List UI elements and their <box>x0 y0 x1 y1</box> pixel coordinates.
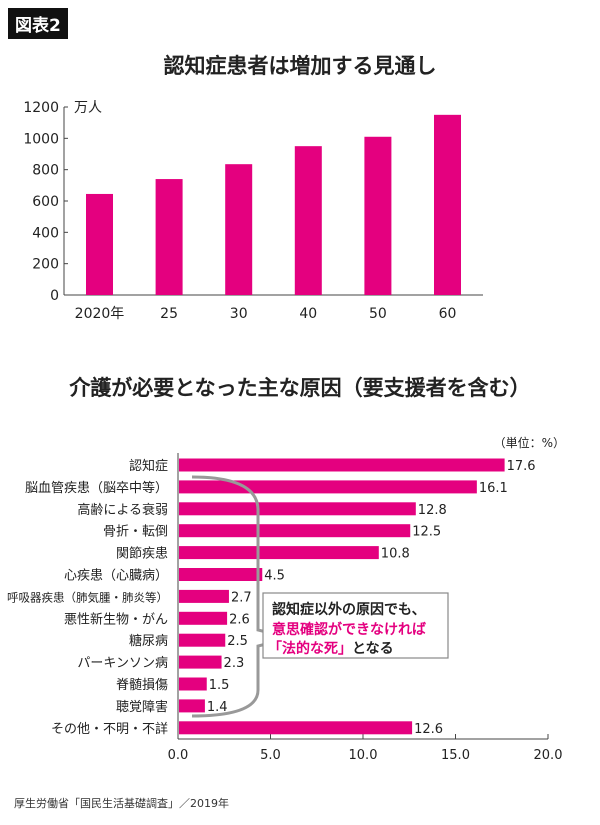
category-label: 認知症 <box>129 458 168 474</box>
bar-4 <box>179 546 379 560</box>
value-label: 12.5 <box>412 525 441 540</box>
category-label: 骨折・転倒 <box>103 525 168 540</box>
bar-6 <box>179 589 229 603</box>
x-tick-label: 0.0 <box>168 748 189 763</box>
value-label: 2.5 <box>227 634 248 649</box>
y-tick-label: 0 <box>50 288 59 304</box>
callout-line2: 意思確認ができなければ <box>272 621 426 638</box>
bar-9 <box>179 655 222 669</box>
y-tick-label: 400 <box>32 225 59 241</box>
value-label: 2.3 <box>224 656 245 671</box>
x-tick-label: 5.0 <box>260 748 281 763</box>
value-label: 10.8 <box>381 547 410 562</box>
bar-5 <box>179 568 263 581</box>
value-label: 4.5 <box>264 569 285 584</box>
category-label: 悪性新生物・がん <box>64 611 168 627</box>
category-label: その他・不明・不詳 <box>51 721 168 737</box>
y-tick-label: 800 <box>32 163 59 179</box>
bar-10 <box>179 677 207 691</box>
bar-8 <box>179 633 226 647</box>
y-tick-label: 600 <box>32 194 59 210</box>
y-tick-label: 1000 <box>23 131 59 147</box>
category-label: 糖尿病 <box>129 633 168 649</box>
chart1-title: 認知症患者は増加する見通し <box>163 54 437 78</box>
bar-2020年 <box>86 193 113 295</box>
bar-7 <box>179 611 228 625</box>
value-label: 1.5 <box>209 678 230 693</box>
bar-0 <box>179 458 505 472</box>
x-tick-label: 30 <box>230 306 248 322</box>
category-label: パーキンソン病 <box>77 656 168 671</box>
bar-3 <box>179 524 411 538</box>
callout-line3: 「法的な死」となる <box>268 640 394 657</box>
y-unit-label: 万人 <box>74 100 102 116</box>
x-tick-label: 50 <box>369 306 387 322</box>
bar-60 <box>434 114 461 295</box>
source-note: 厚生労働省「国民生活基礎調査」／2019年 <box>14 797 229 810</box>
x-tick-label: 25 <box>160 306 178 322</box>
category-label: 聴覚障害 <box>116 699 168 715</box>
callout-emphasis: 「法的な死」 <box>268 640 352 657</box>
value-label: 12.6 <box>414 722 443 737</box>
x-tick-label: 60 <box>439 306 457 322</box>
y-tick-label: 1200 <box>23 100 59 116</box>
value-label: 2.6 <box>229 612 250 627</box>
category-label: 脊髄損傷 <box>116 678 168 693</box>
x-tick-label: 15.0 <box>441 748 470 763</box>
value-label: 1.4 <box>207 700 228 715</box>
callout-rest: となる <box>352 641 394 657</box>
category-label: 呼吸器疾患（肺気腫・肺炎等） <box>7 590 168 604</box>
category-label: 高齢による衰弱 <box>77 502 168 518</box>
figure-badge: 図表2 <box>8 8 68 39</box>
chart1-svg: 0 200 400 600 800 1000 1200 万人 2020年 25 30 40 50 60 <box>23 100 483 322</box>
value-label: 17.6 <box>507 459 536 474</box>
x-tick-label: 20.0 <box>534 748 563 763</box>
x-tick-label: 2020年 <box>75 306 125 322</box>
x-tick-label: 10.0 <box>349 748 378 763</box>
bar-11 <box>179 699 205 713</box>
bar-12 <box>179 721 413 735</box>
category-label: 心疾患（心臓病） <box>64 569 168 584</box>
x-tick-label: 40 <box>299 306 317 322</box>
value-label: 2.7 <box>231 590 252 605</box>
bar-40 <box>294 146 322 295</box>
y-tick-label: 200 <box>32 257 59 273</box>
bar-25 <box>155 179 183 295</box>
bar-2 <box>179 502 416 516</box>
bar-1 <box>179 480 477 494</box>
value-label: 12.8 <box>418 503 447 518</box>
chart2-title: 介護が必要となった主な原因（要支援者を含む） <box>69 376 531 400</box>
value-label: 16.1 <box>479 481 508 496</box>
callout-box <box>262 592 449 659</box>
bar-50 <box>364 136 392 295</box>
category-label: 脳血管疾患（脳卒中等） <box>25 480 168 496</box>
bar-30 <box>225 164 253 295</box>
unit-label: （単位：%） <box>494 435 565 450</box>
callout-line1: 認知症以外の原因でも、 <box>272 601 426 618</box>
category-label: 関節疾患 <box>116 547 168 562</box>
